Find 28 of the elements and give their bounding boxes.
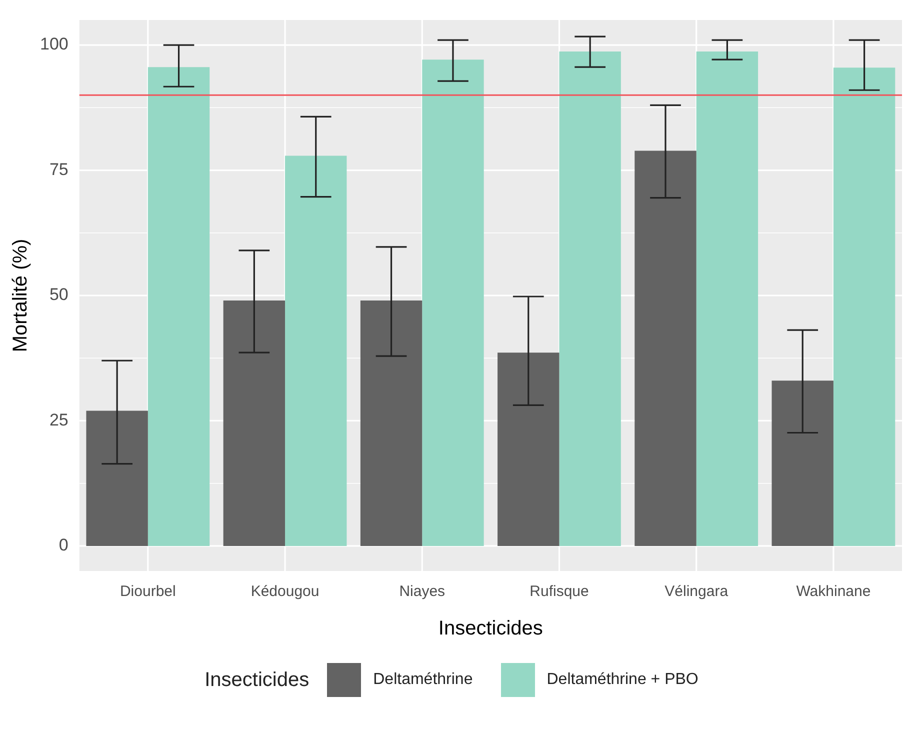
- bar: [422, 60, 484, 546]
- x-tick-label: Niayes: [399, 583, 446, 600]
- y-tick-label: 100: [40, 34, 68, 54]
- bar: [86, 410, 148, 546]
- x-tick-label: Diourbel: [120, 583, 176, 600]
- y-tick-label: 75: [49, 160, 68, 179]
- y-axis-title: Mortalité (%): [10, 238, 32, 352]
- x-tick-label: Vélingara: [664, 583, 729, 600]
- y-tick-label: 0: [58, 536, 68, 555]
- bar: [360, 300, 422, 546]
- bar: [285, 156, 347, 546]
- legend-label: Deltaméthrine + PBO: [546, 671, 698, 689]
- bar: [772, 380, 834, 546]
- x-tick-label: Kédougou: [250, 583, 320, 600]
- bar: [148, 67, 210, 546]
- bar: [833, 68, 896, 546]
- legend-title: Insecticides: [204, 668, 310, 692]
- x-axis-title: Insecticides: [438, 618, 543, 640]
- bar: [559, 52, 621, 546]
- bar: [223, 300, 286, 546]
- bar: [634, 150, 696, 546]
- bar: [696, 52, 758, 546]
- x-tick-label: Wakhinane: [796, 583, 871, 600]
- legend-label: Deltaméthrine: [373, 671, 473, 689]
- x-tick-label: Rufisque: [530, 583, 589, 600]
- y-tick-label: 25: [49, 410, 68, 430]
- bar: [498, 352, 560, 546]
- y-tick-label: 50: [49, 285, 68, 304]
